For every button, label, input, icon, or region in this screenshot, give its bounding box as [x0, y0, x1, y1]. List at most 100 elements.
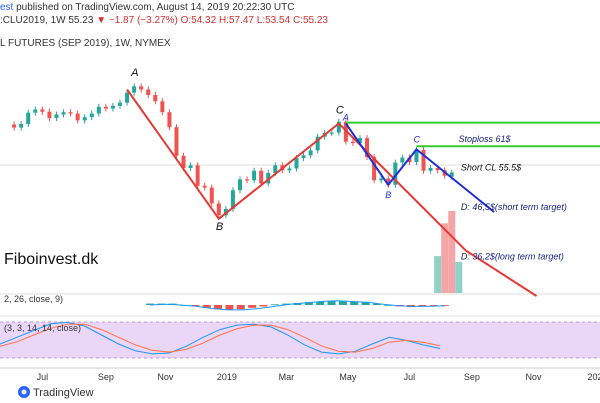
candle-body — [160, 101, 165, 113]
candle-body — [238, 179, 242, 191]
candle-body — [294, 158, 299, 169]
footer-brand: TradingView — [33, 387, 94, 399]
time-axis-label: Nov — [157, 372, 174, 382]
wave-label: C — [413, 135, 420, 145]
candle-body — [308, 150, 313, 156]
time-axis-label: Sep — [464, 372, 480, 382]
stoch-group — [0, 321, 441, 355]
candle-body — [449, 172, 454, 177]
wave-line — [126, 88, 467, 252]
candle-body — [202, 185, 207, 188]
watermark-text: Fiboinvest.dk — [4, 251, 99, 268]
stoch-d-line — [0, 323, 441, 353]
macd-histogram-bar — [259, 305, 268, 307]
wave-label: B — [385, 190, 391, 200]
candle-body — [245, 179, 250, 181]
candle-body — [365, 138, 370, 158]
macd-line — [149, 300, 446, 311]
candle-body — [19, 123, 24, 128]
wave-label: B — [216, 221, 223, 233]
volume-bar — [441, 223, 449, 293]
macd-histogram-bar — [304, 302, 313, 305]
publish-line: est published on TradingView.com, August… — [0, 2, 294, 13]
candle-body — [75, 113, 80, 121]
author-link[interactable]: est — [0, 2, 14, 13]
candle-body — [153, 94, 158, 102]
candle-body — [26, 112, 31, 124]
macd-histogram-bar — [225, 305, 234, 310]
last-price: 55.23 — [68, 15, 94, 26]
candle-body — [393, 162, 398, 185]
price-annotation: D: 36,2$(long term target) — [461, 252, 564, 262]
wave-label: C — [336, 105, 344, 117]
candle-body — [167, 112, 172, 128]
volume-bar — [448, 211, 456, 293]
candle-body — [358, 138, 362, 144]
time-axis-label: 202 — [587, 372, 600, 382]
candle-body — [110, 105, 115, 109]
macd-histogram-bar — [441, 305, 449, 306]
candle-body — [188, 165, 193, 169]
candle-body — [96, 106, 101, 114]
candle-body — [209, 187, 214, 204]
wave-label: A — [342, 112, 349, 122]
change-down-icon: ▼ — [96, 15, 107, 26]
candle-body — [350, 141, 355, 144]
open-price: O:54.32 — [180, 15, 217, 26]
volume-bar — [455, 261, 463, 293]
macd-histogram-bar — [418, 305, 427, 307]
close-price: C:55.23 — [292, 15, 328, 26]
candle-body — [174, 127, 179, 156]
stoch-k-line — [0, 321, 441, 355]
macd-histogram-bar — [327, 300, 336, 305]
macd-histogram-bar — [236, 305, 245, 310]
candle-body — [372, 157, 377, 181]
volume-bar — [434, 256, 442, 293]
candle-body — [287, 168, 292, 171]
candle-body — [54, 114, 59, 119]
macd-label: 2, 26, close, 9) — [4, 294, 63, 304]
candle-body — [379, 178, 384, 181]
time-axis-label: Mar — [279, 372, 295, 382]
wave-label: A — [130, 67, 138, 79]
low-price: L:53.54 — [256, 15, 291, 26]
high-price: H:57.47 — [218, 15, 254, 26]
candle-body — [252, 170, 257, 181]
candle-body — [259, 170, 264, 184]
candle-body — [40, 109, 45, 112]
candle-body — [435, 168, 440, 171]
candle-body — [89, 113, 94, 118]
instrument-title: L FUTURES (SEP 2019), 1W, NYMEX — [0, 38, 171, 49]
wave-line — [345, 122, 495, 213]
candle-body — [216, 203, 221, 216]
candle-body — [118, 102, 122, 106]
macd-histogram-bar — [146, 303, 154, 305]
time-axis-label: Sep — [98, 372, 114, 382]
candle-body — [386, 178, 391, 185]
price-annotation: Short CL 55.5$ — [461, 163, 522, 173]
stoch-label: (3, 3, 14, 14, close) — [4, 323, 81, 333]
candle-body — [68, 112, 73, 114]
publish-text: published on TradingView.com, August 14,… — [16, 2, 295, 13]
candle-body — [315, 136, 320, 151]
macd-histogram-bar — [350, 301, 359, 305]
candle-body — [273, 165, 278, 174]
volume-group — [434, 211, 463, 293]
time-axis-label: May — [339, 372, 357, 382]
candle-body — [329, 132, 334, 134]
price-change: −1.87 (−3.27%) — [108, 15, 178, 26]
candle-body — [181, 155, 186, 169]
candle-body — [103, 106, 108, 109]
price-annotation: D: 46,5$(short term target) — [461, 202, 567, 212]
candle-body — [421, 149, 426, 171]
time-axis-label: Nov — [525, 372, 542, 382]
candle-body — [33, 109, 38, 113]
candle-body — [301, 155, 306, 159]
candle-body — [61, 112, 66, 115]
candle-body — [266, 173, 271, 184]
candle-body — [132, 86, 137, 93]
tradingview-logo — [18, 386, 30, 398]
candle-body — [336, 121, 341, 133]
